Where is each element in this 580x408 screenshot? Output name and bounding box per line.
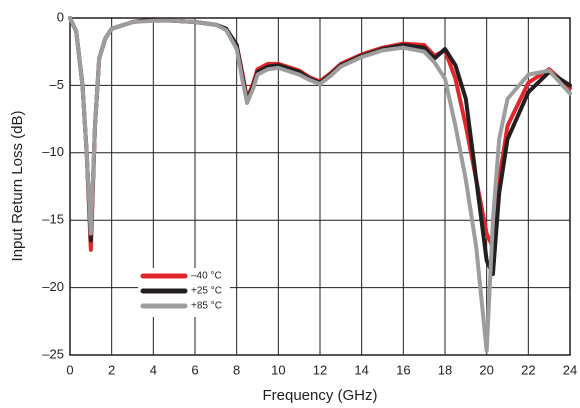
x-axis-label: Frequency (GHz) [262,387,377,404]
y-tick-label: –10 [42,144,64,159]
x-tick-label: 14 [354,362,368,377]
x-tick-label: 22 [521,362,535,377]
y-tick-label: –15 [42,212,64,227]
y-tick-label: 0 [57,9,64,24]
series-line [68,16,572,353]
x-tick-label: 8 [233,362,240,377]
x-tick-label: 0 [66,362,73,377]
x-tick-label: 18 [438,362,452,377]
x-tick-label: 6 [191,362,198,377]
y-tick-label: –5 [50,77,64,92]
y-axis-label: Input Return Loss (dB) [9,111,26,262]
x-tick-label: 24 [563,362,577,377]
legend-text: +25 °C [191,286,222,297]
legend-text: –40 °C [191,271,222,282]
x-tick-label: 16 [396,362,410,377]
plot-frame [69,17,571,356]
x-tick-label: 20 [479,362,493,377]
x-tick-label: 2 [108,362,115,377]
y-tick-label: –20 [42,279,64,294]
legend-text: +85 °C [191,301,222,312]
x-tick-label: 10 [271,362,285,377]
y-tick-label: –25 [42,346,64,361]
x-tick-label: 12 [313,362,327,377]
x-tick-label: 4 [150,362,157,377]
